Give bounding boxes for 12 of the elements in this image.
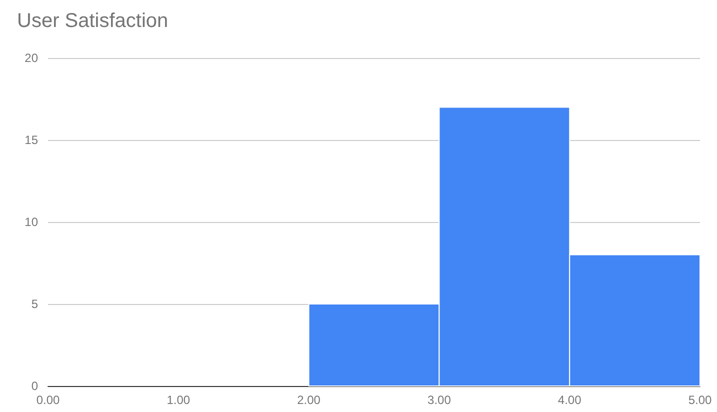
x-tick-label: 0.00 xyxy=(36,393,60,407)
x-tick-label: 5.00 xyxy=(688,393,712,407)
y-tick-label: 20 xyxy=(24,51,38,65)
y-tick-label: 0 xyxy=(31,379,38,393)
x-tick-label: 2.00 xyxy=(297,393,321,407)
x-tick-label: 3.00 xyxy=(428,393,452,407)
x-tick-label: 1.00 xyxy=(166,393,190,407)
y-tick-label: 5 xyxy=(31,297,38,311)
chart-title: User Satisfaction xyxy=(17,10,168,32)
y-tick-label: 10 xyxy=(24,215,38,229)
y-tick-label: 15 xyxy=(24,133,38,147)
x-tick-label: 4.00 xyxy=(558,393,582,407)
